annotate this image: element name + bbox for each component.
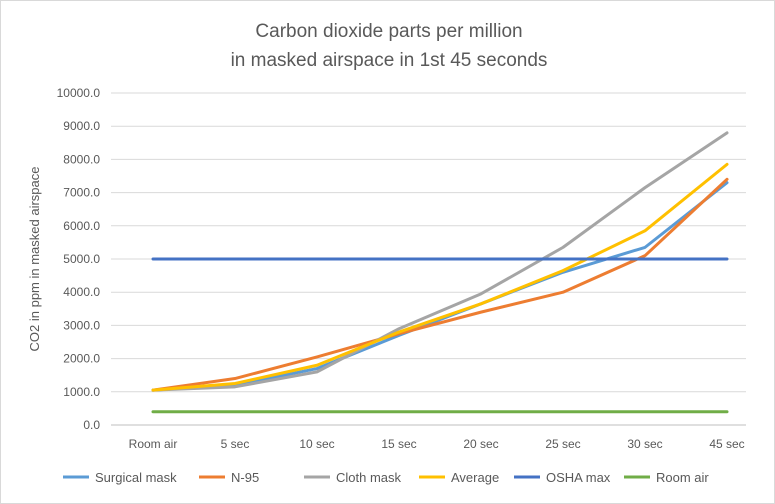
x-tick-label: 25 sec: [545, 437, 580, 451]
y-tick-label: 6000.0: [63, 219, 100, 233]
x-tick-label: 20 sec: [463, 437, 498, 451]
y-tick-label: 0.0: [83, 418, 100, 432]
y-tick-label: 7000.0: [63, 186, 100, 200]
y-tick-label: 5000.0: [63, 252, 100, 266]
chart-title-line1: Carbon dioxide parts per million: [255, 21, 522, 42]
y-tick-label: 1000.0: [63, 385, 100, 399]
legend-label-room-air: Room air: [656, 470, 709, 485]
series-line-surgical-mask: [151, 181, 729, 392]
y-axis-label: CO2 in ppm in masked airspace: [27, 167, 42, 352]
y-tick-label: 10000.0: [57, 86, 101, 100]
y-tick-label: 8000.0: [63, 152, 100, 166]
series-lines: [151, 131, 729, 414]
y-tick-label: 3000.0: [63, 318, 100, 332]
series-line-n-95: [151, 177, 729, 392]
legend-label-average: Average: [451, 470, 499, 485]
chart-title-line2: in masked airspace in 1st 45 seconds: [231, 50, 548, 71]
x-tick-label: 15 sec: [381, 437, 416, 451]
x-tick-label: 5 sec: [221, 437, 250, 451]
y-tick-label: 9000.0: [63, 119, 100, 133]
legend: Surgical mask N-95 Cloth mask Average OSHA m…: [63, 470, 709, 485]
legend-label-cloth-mask: Cloth mask: [336, 470, 402, 485]
legend-label-n-95: N-95: [231, 470, 259, 485]
legend-label-osha-max: OSHA max: [546, 470, 611, 485]
x-tick-label: 30 sec: [627, 437, 662, 451]
y-tick-labels: 0.0 1000.0 2000.0 3000.0 4000.0 5000.0 6000.0 7…: [57, 86, 101, 432]
y-tick-label: 4000.0: [63, 285, 100, 299]
x-tick-labels: Room air 5 sec 10 sec 15 sec 20 sec 25 sec 30 …: [129, 437, 745, 451]
x-tick-label: Room air: [129, 437, 178, 451]
series-line-average: [151, 162, 729, 392]
x-tick-label: 45 sec: [709, 437, 744, 451]
x-tick-label: 10 sec: [299, 437, 334, 451]
series-line-cloth-mask: [151, 131, 729, 392]
y-tick-label: 2000.0: [63, 352, 100, 366]
legend-label-surgical-mask: Surgical mask: [95, 470, 177, 485]
